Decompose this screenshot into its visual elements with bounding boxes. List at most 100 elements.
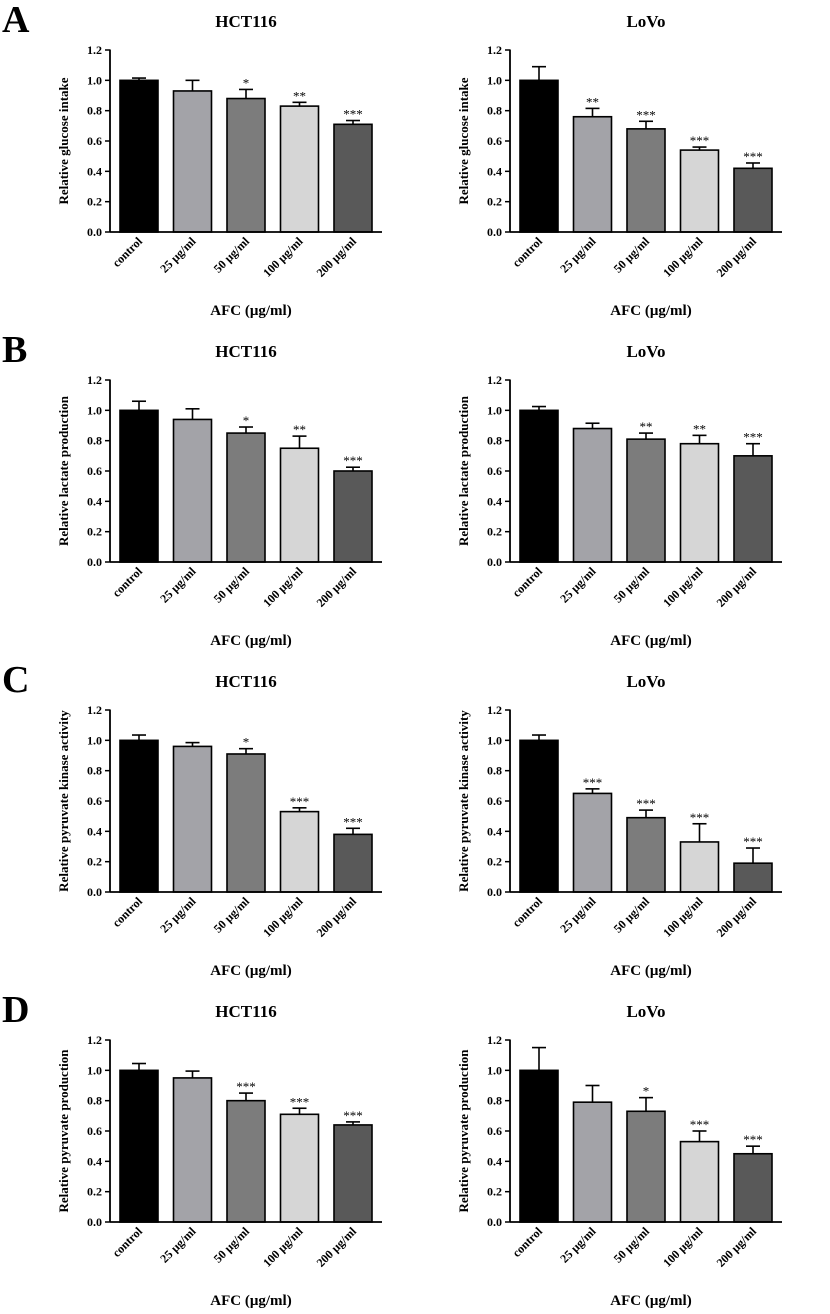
significance-mark: *** — [743, 834, 763, 849]
chart-title: HCT116 — [215, 672, 276, 691]
y-tick-label: 1.2 — [87, 373, 102, 387]
y-tick-label: 1.2 — [87, 1033, 102, 1047]
x-tick-label: 25 μg/ml — [157, 1224, 199, 1266]
x-tick-label: 100 μg/ml — [660, 1224, 706, 1270]
y-tick-label: 0.6 — [487, 794, 502, 808]
significance-mark: *** — [583, 775, 603, 790]
chart-title: LoVo — [626, 342, 665, 361]
bar — [626, 1110, 666, 1223]
x-tick-label: 200 μg/ml — [314, 234, 360, 280]
y-tick-label: 0.8 — [487, 434, 502, 448]
bar — [172, 1077, 213, 1223]
y-tick-label: 1.0 — [487, 1063, 502, 1077]
bar — [679, 149, 720, 233]
y-tick-label: 0.2 — [487, 525, 502, 539]
x-axis-label: AFC (μg/ml) — [610, 1293, 691, 1309]
y-tick-label: 0.8 — [87, 104, 102, 118]
y-tick-label: 0.2 — [87, 195, 102, 209]
y-axis-label: Relative pyruvate kinase activity — [56, 710, 71, 892]
x-tick-label: 50 μg/ml — [211, 234, 253, 276]
x-axis-label: AFC (μg/ml) — [210, 303, 291, 319]
x-axis-label: AFC (μg/ml) — [610, 963, 691, 979]
significance-mark: *** — [690, 1117, 710, 1132]
significance-mark: *** — [743, 430, 763, 445]
bar — [119, 1069, 159, 1223]
y-tick-label: 1.0 — [487, 73, 502, 87]
x-tick-label: 50 μg/ml — [611, 1224, 653, 1266]
bar — [279, 1113, 320, 1223]
bar — [172, 745, 213, 893]
y-tick-label: 0.0 — [87, 225, 102, 239]
x-tick-label: 50 μg/ml — [211, 564, 253, 606]
chart-title: LoVo — [626, 12, 665, 31]
y-tick-label: 0.0 — [87, 1215, 102, 1229]
x-tick-label: control — [109, 894, 145, 930]
y-axis-label: Relative lactate production — [56, 395, 71, 546]
y-tick-label: 0.4 — [87, 824, 102, 838]
y-axis-label: Relative glucose intake — [56, 77, 71, 204]
y-tick-label: 0.0 — [487, 1215, 502, 1229]
y-tick-label: 0.2 — [87, 855, 102, 869]
y-tick-label: 0.2 — [487, 195, 502, 209]
bar — [679, 442, 720, 563]
bar — [733, 862, 773, 893]
x-tick-label: 200 μg/ml — [314, 564, 360, 610]
bar — [279, 105, 320, 233]
y-tick-label: 0.6 — [487, 464, 502, 478]
y-tick-label: 1.2 — [487, 1033, 502, 1047]
bar — [572, 792, 613, 893]
panel-letter-d: D — [2, 989, 29, 1031]
y-tick-label: 1.0 — [87, 403, 102, 417]
x-tick-label: 25 μg/ml — [157, 894, 199, 936]
significance-mark: *** — [343, 814, 363, 829]
y-tick-label: 1.0 — [487, 733, 502, 747]
y-axis-label: Relative pyruvate kinase activity — [456, 710, 471, 892]
x-tick-label: 25 μg/ml — [557, 564, 599, 606]
panel-letter-b: B — [2, 329, 27, 371]
y-tick-label: 0.2 — [87, 525, 102, 539]
y-tick-label: 0.6 — [87, 134, 102, 148]
y-tick-label: 0.6 — [487, 134, 502, 148]
y-tick-label: 1.2 — [487, 43, 502, 57]
chart-c-lovo: LoVo 0.0 0.2 0.4 0.6 0.8 1.0 1.2 Relative pyruva… — [456, 672, 782, 979]
y-tick-label: 0.8 — [487, 764, 502, 778]
x-tick-label: control — [109, 1224, 145, 1260]
y-tick-label: 0.0 — [487, 225, 502, 239]
bar — [626, 438, 666, 563]
significance-mark: *** — [236, 1079, 256, 1094]
y-tick-label: 1.2 — [87, 703, 102, 717]
y-tick-label: 0.4 — [487, 494, 502, 508]
significance-mark: *** — [743, 1132, 763, 1147]
y-tick-label: 0.4 — [487, 824, 502, 838]
chart-title: HCT116 — [215, 1002, 276, 1021]
bar — [733, 455, 773, 563]
significance-mark: ** — [293, 88, 306, 103]
y-axis-label: Relative pyruvate production — [56, 1049, 71, 1213]
bar — [626, 816, 666, 893]
significance-mark: *** — [743, 149, 763, 164]
x-axis-label: AFC (μg/ml) — [210, 1293, 291, 1309]
x-tick-label: 100 μg/ml — [660, 234, 706, 280]
significance-mark: * — [243, 735, 250, 750]
x-tick-label: 200 μg/ml — [714, 894, 760, 940]
y-tick-label: 0.4 — [87, 1154, 102, 1168]
bar — [226, 97, 266, 233]
significance-mark: *** — [690, 810, 710, 825]
bar — [519, 1069, 559, 1223]
x-tick-label: 200 μg/ml — [314, 894, 360, 940]
bar — [519, 409, 559, 563]
x-tick-label: 100 μg/ml — [260, 1224, 306, 1270]
significance-mark: *** — [290, 794, 310, 809]
y-tick-label: 0.8 — [87, 1094, 102, 1108]
x-tick-label: control — [509, 564, 545, 600]
x-tick-label: 100 μg/ml — [260, 894, 306, 940]
chart-grid: HCT116 0.0 0.2 0.4 0.6 0.8 1.0 1.2 Relative gluc… — [56, 12, 782, 1309]
x-tick-label: 200 μg/ml — [714, 1224, 760, 1270]
y-tick-label: 1.0 — [487, 403, 502, 417]
x-tick-label: 200 μg/ml — [314, 1224, 360, 1270]
significance-mark: ** — [640, 419, 653, 434]
bar — [733, 167, 773, 233]
significance-mark: ** — [586, 94, 599, 109]
x-tick-label: 50 μg/ml — [211, 1224, 253, 1266]
